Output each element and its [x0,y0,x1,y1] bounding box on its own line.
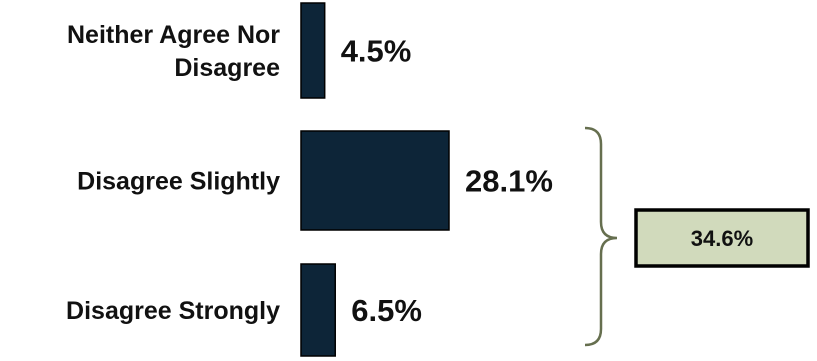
category-label-2: Disagree Slightly [77,168,280,196]
bar-2 [300,130,450,231]
bar-1 [300,2,326,99]
bars [300,2,450,357]
summary-bracket [584,126,618,347]
value-labels: 4.5% 28.1% 6.5% [341,34,553,329]
summary-total-box [634,208,810,268]
category-labels: Neither Agree Nor Disagree Disagree Slight… [66,21,280,325]
bar-3 [300,263,336,357]
value-label-2: 28.1% [465,164,553,199]
category-label-1-line-2: Disagree [174,54,280,82]
value-label-1: 4.5% [341,34,412,69]
category-label-1-line-1: Neither Agree Nor [67,21,280,49]
summary-total-label: 34.6% [691,226,753,251]
category-label-3: Disagree Strongly [66,297,280,325]
value-label-3: 6.5% [351,293,422,328]
